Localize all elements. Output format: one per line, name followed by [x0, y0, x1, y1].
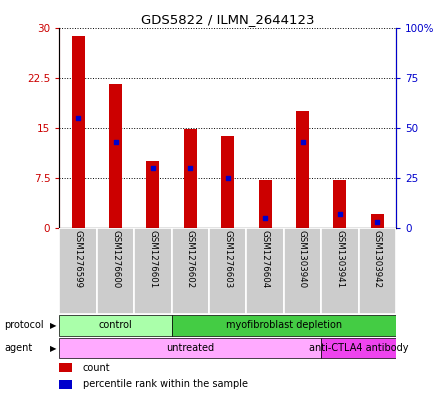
Point: [75, 114, 82, 121]
Bar: [109, 84, 122, 228]
Bar: [184, 129, 197, 228]
Title: GDS5822 / ILMN_2644123: GDS5822 / ILMN_2644123: [141, 13, 315, 26]
Point: [299, 138, 306, 145]
Point: [149, 164, 157, 171]
Point: [337, 210, 344, 217]
Bar: [209, 228, 246, 314]
Text: myofibroblast depletion: myofibroblast depletion: [226, 320, 342, 331]
Bar: [59, 363, 72, 372]
Text: count: count: [83, 363, 110, 373]
Bar: [259, 180, 271, 228]
Text: GSM1276604: GSM1276604: [260, 230, 270, 288]
Bar: [97, 228, 134, 314]
Bar: [321, 228, 359, 314]
Point: [261, 215, 268, 221]
Bar: [59, 315, 172, 336]
Text: GSM1276603: GSM1276603: [223, 230, 232, 288]
Text: percentile rank within the sample: percentile rank within the sample: [83, 379, 248, 389]
Text: GSM1303940: GSM1303940: [298, 230, 307, 288]
Bar: [334, 180, 346, 228]
Bar: [246, 228, 284, 314]
Bar: [284, 228, 321, 314]
Bar: [221, 136, 234, 228]
Text: agent: agent: [4, 343, 33, 353]
Bar: [59, 228, 97, 314]
Bar: [59, 380, 72, 389]
Bar: [321, 338, 396, 358]
Point: [112, 138, 119, 145]
Text: GSM1276600: GSM1276600: [111, 230, 120, 288]
Bar: [172, 228, 209, 314]
Text: control: control: [99, 320, 132, 331]
Bar: [72, 35, 84, 228]
Point: [224, 174, 231, 181]
Text: GSM1276601: GSM1276601: [148, 230, 158, 288]
Text: ▶: ▶: [50, 344, 56, 353]
Point: [187, 164, 194, 171]
Text: GSM1303941: GSM1303941: [335, 230, 345, 288]
Bar: [147, 161, 159, 228]
Bar: [296, 111, 309, 228]
Bar: [359, 228, 396, 314]
Text: protocol: protocol: [4, 320, 44, 331]
Bar: [59, 338, 321, 358]
Text: GSM1303942: GSM1303942: [373, 230, 382, 288]
Text: untreated: untreated: [166, 343, 214, 353]
Bar: [371, 214, 384, 228]
Text: anti-CTLA4 antibody: anti-CTLA4 antibody: [309, 343, 408, 353]
Bar: [172, 315, 396, 336]
Bar: [134, 228, 172, 314]
Point: [374, 219, 381, 225]
Text: GSM1276602: GSM1276602: [186, 230, 195, 288]
Text: ▶: ▶: [50, 321, 56, 330]
Text: GSM1276599: GSM1276599: [73, 230, 83, 288]
